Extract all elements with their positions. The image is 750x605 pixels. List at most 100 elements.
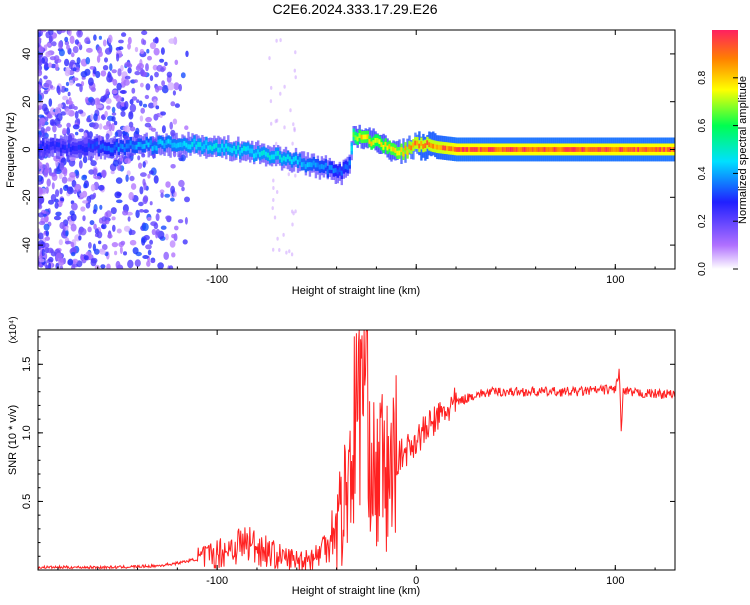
spectrogram-noise-cell (73, 189, 77, 194)
spectrogram-ridge-core (557, 147, 560, 152)
spectrogram-noise-cell (58, 40, 63, 50)
spectrogram-noise-cell (160, 67, 165, 73)
spectrogram-noise-cell (58, 172, 63, 180)
spectrogram-noise-cell (98, 51, 103, 57)
spectrogram-noise-cell (111, 116, 116, 122)
spectrogram-noise-cell (287, 172, 290, 177)
spectrogram-noise-cell (44, 236, 51, 241)
spectrogram-ridge-core (505, 147, 509, 152)
spectrogram-noise-cell (142, 222, 149, 232)
spectrogram-noise-cell (94, 175, 101, 180)
spectrogram-noise-cell (129, 103, 137, 113)
spectrogram-ridge-core (487, 147, 491, 152)
spectrogram-noise-cell (89, 66, 95, 70)
spectrogram-noise-cell (290, 252, 294, 257)
spectrogram-noise-cell (48, 30, 54, 36)
spectrogram-noise-cell (71, 264, 76, 269)
spectrogram-ridge-core (619, 147, 622, 152)
spectrogram-noise-cell (124, 125, 130, 133)
spectrogram-ridge-core (655, 147, 658, 152)
spectrogram-noise-cell (40, 126, 45, 134)
spectrogram-noise-cell (57, 103, 63, 109)
spectrogram-ridge-core (400, 147, 403, 152)
spectrogram-ridge-core (470, 147, 473, 152)
spectrogram-noise-cell (153, 175, 159, 184)
spectrogram-ridge-core (159, 139, 162, 144)
spectrogram-noise-cell (72, 67, 77, 72)
spectrogram-ridge-core (237, 145, 240, 151)
spectrogram-ridge-core (481, 147, 485, 152)
spectrogram-ridge-core (181, 142, 184, 148)
spectrogram-ridge-core (308, 162, 312, 167)
spectrogram-noise-cell (98, 35, 102, 40)
spectrogram-ridge-core (197, 142, 200, 147)
spectrogram-noise-cell (76, 57, 81, 65)
spectrogram-noise-cell (118, 39, 124, 44)
spectrogram-ridge-core (392, 146, 395, 152)
spectrogram-ridge-halo (402, 138, 405, 158)
spectrogram-noise-cell (96, 231, 103, 239)
spectrogram-ridge-core (657, 147, 660, 152)
spectrogram-ridge-core (219, 147, 222, 153)
spectrogram-x-label: Height of straight line (km) (292, 285, 420, 297)
spectrogram-noise-cell (59, 162, 65, 171)
spectrogram-ridge-core (209, 144, 212, 150)
spectrogram-noise-cell (272, 178, 275, 183)
spectrogram-noise-cell (180, 72, 186, 79)
spectrogram-ridge-core (533, 147, 537, 152)
spectrogram-ridge-core (637, 147, 640, 152)
spectrogram-ridge-core (382, 145, 385, 150)
spectrogram-noise-cell (128, 192, 134, 201)
spectrogram-noise-cell (67, 91, 71, 97)
spectrogram-noise-cell (184, 125, 189, 130)
spectrogram-ridge-core (605, 147, 608, 152)
spectrogram-noise-cell (71, 77, 79, 81)
colorbar-tick-label: 0.6 (697, 118, 708, 132)
spectrogram-ridge-core (477, 147, 481, 152)
spectrogram-ridge-core (440, 145, 443, 150)
spectrogram-ridge-core (83, 147, 87, 153)
spectrogram-noise-cell (126, 170, 131, 177)
spectrogram-noise-cell (38, 175, 43, 182)
snr-frame (37, 329, 676, 571)
spectrogram-noise-cell (140, 68, 144, 77)
spectrogram-ridge-core (169, 139, 172, 145)
x-tick-label: 100 (606, 274, 624, 286)
spectrogram-ridge-core (105, 146, 109, 151)
spectrogram-noise-cell (92, 192, 97, 199)
spectrogram-ridge-core (551, 147, 554, 152)
spectrogram-ridge-core (336, 169, 339, 175)
spectrogram-noise-cell (65, 108, 71, 115)
spectrogram-ridge-core (310, 162, 314, 168)
spectrogram-ridge-core (613, 147, 616, 152)
spectrogram-noise-cell (145, 116, 153, 123)
spectrogram-ridge-core (553, 147, 556, 152)
spectrogram-ridge-core (653, 147, 656, 152)
spectrogram-noise-cell (128, 121, 134, 128)
spectrogram-ridge-core (585, 147, 588, 152)
spectrogram-noise-cell (160, 192, 164, 198)
spectrogram-ridge-core (91, 144, 95, 149)
snr-x-axis: -100 0 100 (57, 330, 656, 587)
spectrogram-noise-cell (94, 248, 100, 255)
spectrogram-ridge-core (129, 140, 132, 146)
spectrogram-noise-cell (100, 264, 106, 269)
snr-scale-note: (x10⁴) (8, 316, 19, 343)
spectrogram-ridge-core (450, 146, 453, 152)
spectrogram-ridge-core (647, 147, 650, 152)
spectrogram-noise-cell (79, 84, 83, 93)
spectrogram-ridge-core (442, 145, 445, 151)
spectrogram-ridge-core (460, 147, 463, 152)
spectrogram-ridge-core (121, 144, 124, 149)
spectrogram-ridge-core (615, 147, 618, 152)
spectrogram-noise-cell (145, 244, 152, 250)
spectrogram-ridge-core (561, 147, 564, 152)
spectrogram-noise-cell (66, 44, 70, 50)
spectrogram-noise-cell (151, 228, 157, 236)
spectrogram-noise-cell (64, 36, 69, 43)
spectrogram-noise-cell (69, 171, 76, 178)
spectrogram-noise-cell (127, 216, 131, 222)
spectrogram-ridge-core (223, 147, 226, 153)
spectrogram-ridge-core (643, 147, 646, 152)
spectrogram-ridge-core (280, 157, 284, 163)
